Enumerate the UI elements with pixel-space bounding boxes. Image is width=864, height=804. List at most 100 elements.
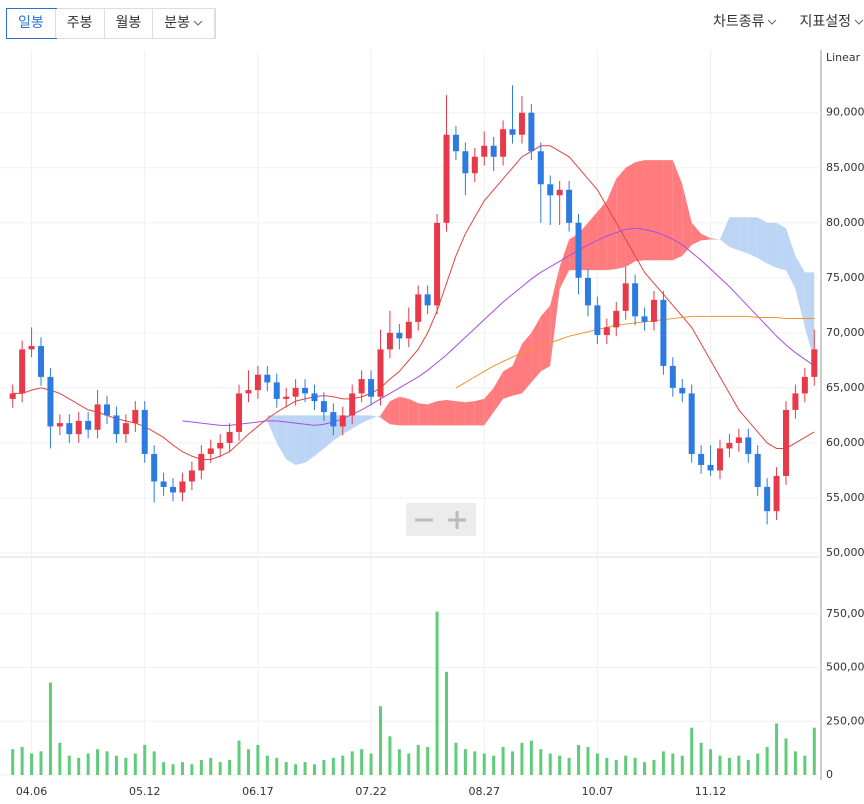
candle-body (726, 442, 733, 449)
volume-bar (746, 759, 750, 775)
volume-tick-label: 500,000 (826, 661, 864, 674)
cloud (295, 415, 306, 465)
candle-body (302, 387, 309, 394)
period-tab[interactable]: 분봉 (153, 9, 216, 38)
candle-body (518, 112, 525, 135)
volume-bar (558, 755, 562, 775)
volume-bar (67, 755, 71, 775)
volume-tick-label: 750,000 (826, 607, 864, 620)
candle-body (801, 376, 808, 394)
cloud (352, 415, 362, 429)
volume-bar (199, 759, 203, 775)
menu-button-label: 지표설정 (799, 14, 851, 30)
candle-body (66, 423, 73, 435)
candle-body (141, 409, 148, 454)
candle-body (584, 277, 591, 306)
period-tab[interactable]: 일봉 (6, 8, 57, 39)
volume-bar (341, 755, 345, 775)
period-tab-label: 주봉 (66, 15, 93, 31)
volume-bar (643, 762, 647, 775)
volume-bar (275, 757, 279, 775)
chevron (193, 20, 203, 26)
volume-bar (784, 738, 788, 775)
volume-bar (652, 759, 656, 775)
candle-body (75, 420, 82, 435)
period-tab-label: 일봉 (18, 15, 44, 31)
candle-body (622, 283, 629, 311)
volume-bar (661, 751, 665, 775)
chevron-path (854, 19, 864, 25)
candle-body (471, 156, 478, 174)
cloud (399, 396, 409, 426)
candle-body (320, 401, 327, 413)
period-tab[interactable]: 주봉 (55, 9, 105, 38)
candle-body (575, 222, 582, 278)
menu-button[interactable]: 지표설정 (799, 8, 864, 37)
zoom-controls[interactable] (406, 503, 476, 536)
candle-body (735, 437, 742, 443)
menu-button[interactable]: 차트종류 (713, 8, 778, 37)
candle-body (528, 112, 535, 152)
volume-bar (58, 742, 62, 775)
volume-bar (237, 740, 241, 775)
candle-body (188, 470, 195, 482)
chevron-path (768, 19, 777, 25)
volume-tick-label: 0 (826, 768, 833, 781)
volume-bar (567, 757, 571, 775)
cloud (361, 415, 372, 424)
volume-bar (77, 757, 81, 775)
candle-body (292, 387, 299, 397)
cloud (748, 217, 758, 259)
cloud (767, 222, 777, 268)
chevron (768, 19, 777, 25)
candle-body (603, 327, 610, 336)
cloud (493, 371, 504, 413)
volume-bar (265, 755, 269, 775)
y-tick-label: 60,000 (826, 436, 864, 449)
volume-bar (548, 753, 552, 775)
cloud (606, 178, 617, 271)
candle-body (462, 151, 469, 174)
cloud (587, 211, 598, 271)
cloud (474, 398, 485, 426)
cloud (540, 305, 551, 372)
volume-bar (48, 682, 52, 775)
volume-bar (30, 753, 34, 775)
volume-bar (624, 755, 628, 775)
cloud (286, 415, 296, 465)
volume-bar (614, 759, 618, 775)
volume-tick-label: 250,000 (826, 714, 864, 727)
period-tab[interactable]: 월봉 (104, 9, 154, 38)
volume-bar (322, 759, 326, 775)
y-tick-label: 70,000 (826, 326, 864, 339)
candle-body (500, 129, 507, 157)
volume-bar (105, 751, 109, 775)
volume-bar (463, 749, 467, 775)
volume-bar (39, 751, 43, 775)
volume-bar (369, 753, 373, 775)
cloud (785, 228, 796, 289)
volume-bar (86, 753, 90, 775)
candle-body (669, 365, 676, 388)
cloud (314, 415, 324, 457)
cloud (804, 272, 815, 361)
volume-bar (397, 749, 401, 775)
volume-bar (586, 747, 590, 775)
cloud (484, 387, 494, 426)
candle-body (632, 283, 639, 317)
candle-body (217, 442, 224, 449)
candle-body (56, 423, 63, 427)
candle-body (745, 437, 752, 454)
volume-bar (416, 744, 420, 775)
cloud (305, 415, 315, 463)
cloud (776, 222, 786, 271)
cloud (672, 160, 683, 261)
volume-bar (529, 740, 533, 775)
volume-bar (501, 747, 505, 775)
cloud (597, 200, 607, 271)
volume-bar (633, 757, 637, 775)
y-tick-label: 80,000 (826, 216, 864, 229)
cloud (682, 184, 692, 256)
volume-bar (294, 764, 298, 775)
candle-body (679, 387, 686, 394)
